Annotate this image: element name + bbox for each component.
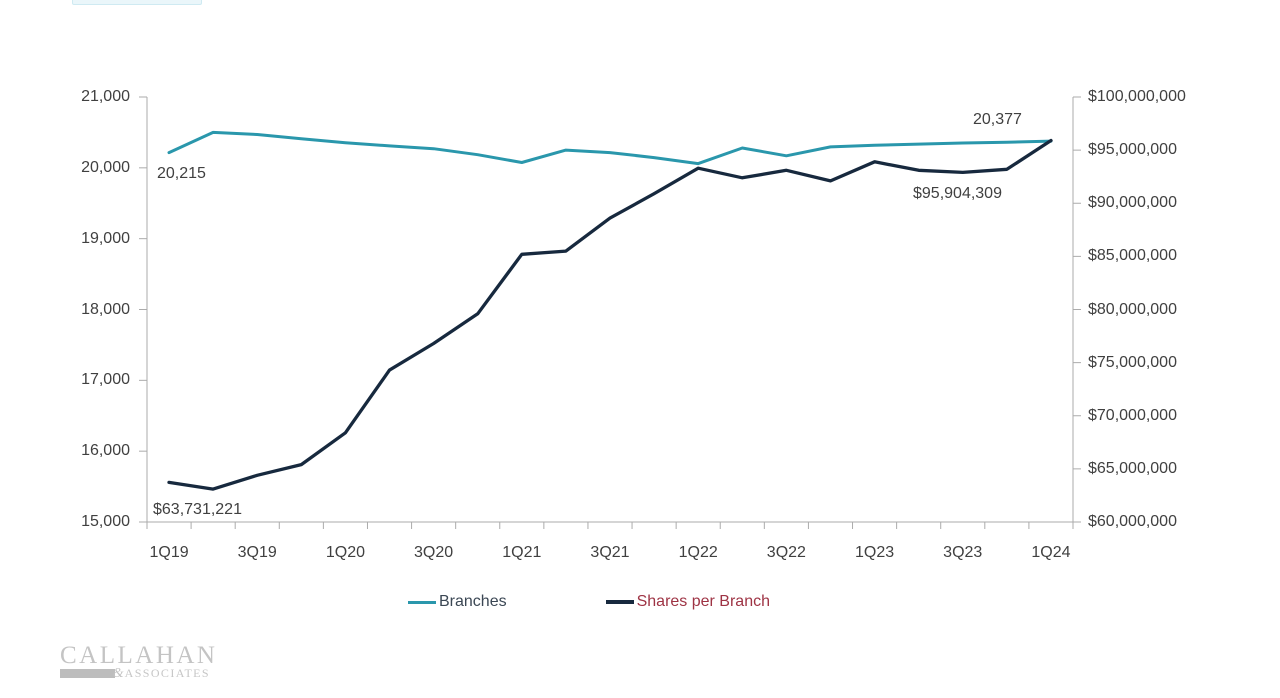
x-axis-tick-label: 1Q21 [502,544,542,561]
logo-subline: & ASSOCIATES [60,665,210,681]
y-axis-right-tick-label: $85,000,000 [1088,247,1177,265]
y-axis-right-tick-label: $70,000,000 [1088,406,1177,424]
x-axis-tick-label: 1Q20 [325,544,365,561]
x-axis-tick-label: 1Q23 [854,544,895,561]
y-axis-right-tick-label: $65,000,000 [1088,459,1177,477]
y-axis-left-tick-label: 19,000 [81,229,130,247]
logo-associates-text: ASSOCIATES [124,666,210,680]
y-axis-right-tick-label: $95,000,000 [1088,141,1177,159]
x-axis-tick-label: 3Q19 [237,544,277,561]
y-axis-left-tick-label: 18,000 [81,300,130,318]
x-axis-tick-label: 3Q22 [766,544,806,561]
x-axis-tick-label: 3Q21 [590,544,630,561]
series-line-branches [167,130,1053,166]
legend-item-branches: Branches [408,592,507,612]
y-axis-right-tick-label: $100,000,000 [1088,88,1186,105]
legend-item-shares-per-branch: Shares per Branch [605,592,770,612]
x-axis-tick-label: 1Q22 [678,544,718,561]
shares-per-branch-line-swatch-icon [605,600,634,604]
data-point-label: $63,731,221 [153,501,242,518]
y-axis-right-tick-label: $90,000,000 [1088,194,1177,212]
y-axis-left-tick-label: 15,000 [81,513,130,530]
y-axis-left-tick-label: 20,000 [81,158,130,176]
chart-legend: Branches Shares per Branch [408,592,770,612]
y-axis-left-tick-label: 16,000 [81,442,130,460]
legend-label-branches: Branches [439,593,507,610]
callahan-associates-logo: CALLAHAN & ASSOCIATES [60,642,218,681]
logo-ampersand: & [112,665,124,681]
series-line-shares-per-branch [167,138,1053,491]
branches-line-swatch-icon [408,600,436,604]
y-axis-right-tick-label: $80,000,000 [1088,300,1177,318]
y-axis-left-tick-label: 17,000 [81,371,130,389]
logo-bar [60,669,115,678]
data-point-label: $95,904,309 [913,185,1002,202]
x-axis-tick-label: 1Q19 [149,544,189,561]
legend-label-shares-per-branch: Shares per Branch [636,593,770,610]
clipped-element-fragment [72,0,202,5]
y-axis-right-tick-label: $60,000,000 [1088,513,1177,530]
x-axis-tick-label: 3Q20 [414,544,454,561]
x-axis-tick-label: 1Q24 [1031,544,1071,561]
y-axis-left-tick-label: 21,000 [81,88,130,105]
y-axis-right-tick-label: $75,000,000 [1088,353,1177,371]
data-point-label: 20,377 [973,111,1022,128]
logo-wordmark: CALLAHAN [60,642,218,669]
x-axis-tick-label: 3Q23 [943,544,983,561]
data-point-label: 20,215 [157,165,206,182]
